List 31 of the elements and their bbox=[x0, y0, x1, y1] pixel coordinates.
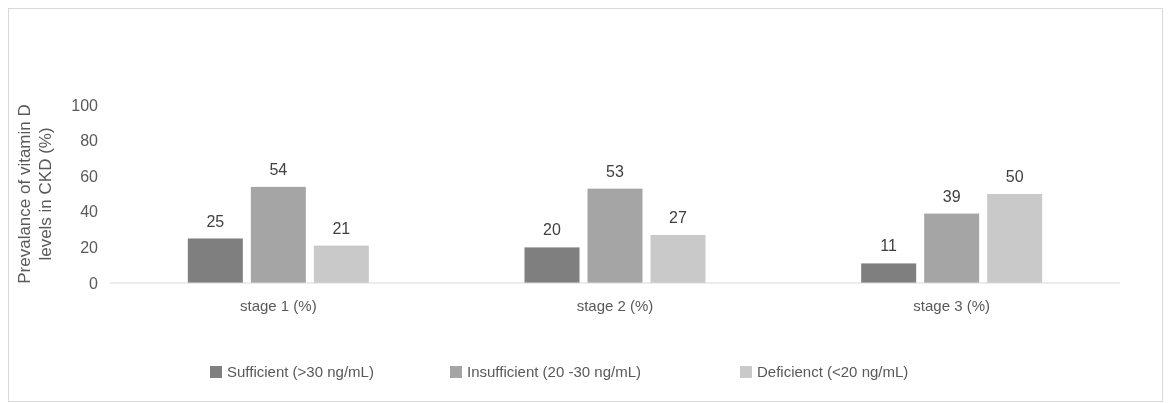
y-tick-label: 0 bbox=[89, 274, 99, 292]
bar bbox=[250, 186, 306, 283]
data-label: 21 bbox=[332, 219, 351, 237]
bar bbox=[987, 194, 1043, 283]
data-label: 25 bbox=[206, 212, 225, 230]
bar bbox=[524, 247, 580, 283]
data-label: 39 bbox=[942, 187, 961, 205]
data-label: 50 bbox=[1005, 168, 1024, 185]
legend-label: Deficienct (<20 ng/mL) bbox=[757, 362, 909, 380]
x-tick-label: stage 1 (%) bbox=[239, 297, 317, 314]
bar bbox=[187, 238, 243, 283]
y-tick-label: 100 bbox=[71, 96, 99, 114]
bar bbox=[861, 263, 917, 283]
bar bbox=[313, 245, 369, 283]
x-tick-label: stage 3 (%) bbox=[913, 297, 991, 314]
y-tick-label: 60 bbox=[80, 167, 99, 185]
y-tick-label: 40 bbox=[80, 203, 99, 221]
legend-label: Sufficient (>30 ng/mL) bbox=[227, 362, 374, 380]
data-label: 54 bbox=[269, 160, 288, 178]
data-label: 53 bbox=[606, 162, 624, 180]
data-label: 11 bbox=[880, 237, 898, 255]
legend-label: Insufficient (20 -30 ng/mL) bbox=[467, 362, 641, 380]
y-tick-label: 20 bbox=[80, 239, 99, 256]
data-label: 20 bbox=[543, 221, 561, 239]
bar bbox=[924, 213, 980, 283]
x-tick-label: stage 2 (%) bbox=[576, 297, 654, 314]
y-axis-title: Prevalance of vitamin D levels in CKD (%) bbox=[15, 104, 55, 284]
bar bbox=[650, 234, 706, 283]
y-tick-label: 80 bbox=[80, 132, 99, 150]
bar bbox=[587, 188, 643, 283]
data-label: 27 bbox=[669, 208, 687, 226]
